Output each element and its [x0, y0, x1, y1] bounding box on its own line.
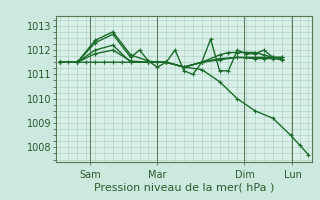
X-axis label: Pression niveau de la mer( hPa ): Pression niveau de la mer( hPa ): [94, 182, 274, 192]
